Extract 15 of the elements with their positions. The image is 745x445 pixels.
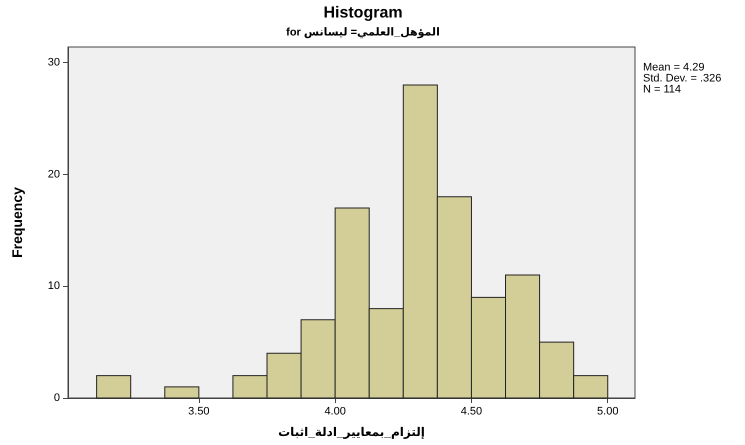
chart-subtitle: for المؤهل_العلمي= ليسانس: [286, 26, 440, 38]
text: N = 114: [643, 84, 682, 96]
x-tick-label: 4.00: [324, 406, 346, 418]
x-tick-label: 3.50: [188, 406, 210, 418]
x-axis-title: إلتزام_بمعايير_ادلة_اثبات: [278, 425, 425, 439]
chart-title: Histogram: [323, 4, 403, 22]
y-tick-label: 30: [48, 56, 60, 69]
text: Mean = 4.29: [643, 62, 704, 74]
y-tick-label: 10: [48, 280, 60, 292]
text: Std. Dev. = .326: [643, 72, 722, 84]
y-axis-title: Frequency: [9, 186, 25, 258]
y-tick-label: 20: [48, 168, 60, 180]
x-tick-label: 4.50: [460, 406, 482, 418]
x-tick-label: 5.00: [597, 406, 618, 418]
y-tick-label: 0: [54, 392, 60, 404]
